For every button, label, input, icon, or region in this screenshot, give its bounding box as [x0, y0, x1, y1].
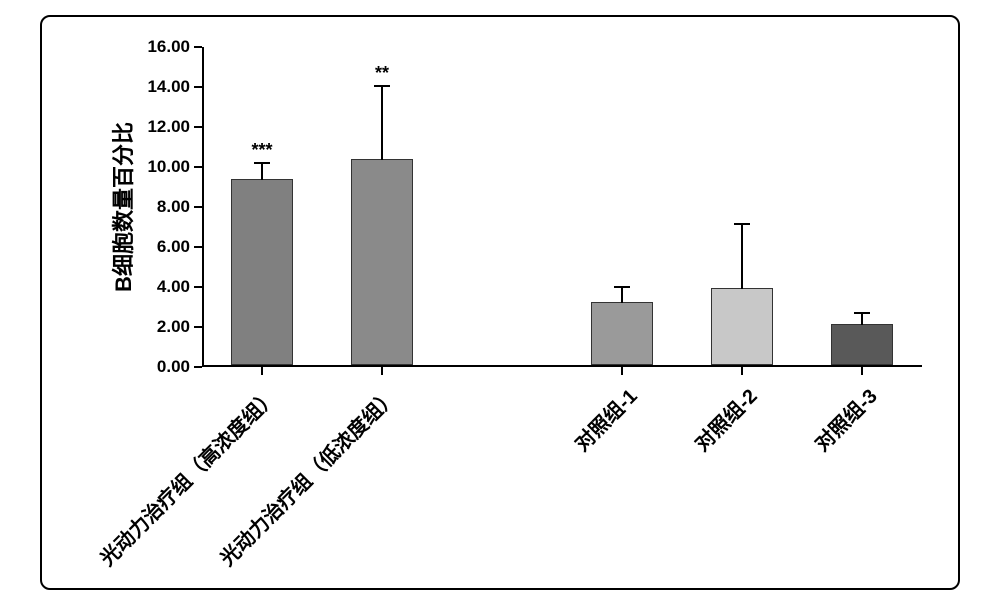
- bar-chart: B细胞数量百分比 0.002.004.006.008.0010.0012.001…: [42, 17, 958, 588]
- y-tick: [194, 86, 202, 88]
- error-cap: [854, 312, 870, 314]
- error-bar: [621, 287, 623, 303]
- y-tick-label: 14.00: [147, 77, 190, 97]
- error-cap: [254, 162, 270, 164]
- x-axis-line: [202, 365, 922, 367]
- y-tick-label: 8.00: [157, 197, 190, 217]
- y-tick: [194, 166, 202, 168]
- plot-area: 0.002.004.006.008.0010.0012.0014.0016.00…: [202, 47, 922, 367]
- y-tick: [194, 326, 202, 328]
- x-tick: [381, 367, 383, 375]
- y-tick-label: 2.00: [157, 317, 190, 337]
- bar: [231, 179, 293, 365]
- x-tick: [621, 367, 623, 375]
- bar: [351, 159, 413, 365]
- x-axis-label: 对照组-2: [687, 381, 763, 457]
- y-tick: [194, 286, 202, 288]
- error-bar: [861, 313, 863, 325]
- error-cap: [374, 85, 390, 87]
- y-axis-line: [202, 47, 204, 367]
- significance-label: **: [375, 63, 389, 84]
- error-bar: [381, 86, 383, 160]
- error-cap: [734, 223, 750, 225]
- bar: [831, 324, 893, 365]
- y-tick-label: 4.00: [157, 277, 190, 297]
- x-tick: [261, 367, 263, 375]
- y-tick-label: 10.00: [147, 157, 190, 177]
- y-tick-label: 0.00: [157, 357, 190, 377]
- x-tick: [741, 367, 743, 375]
- chart-frame: B细胞数量百分比 0.002.004.006.008.0010.0012.001…: [40, 15, 960, 590]
- y-tick: [194, 126, 202, 128]
- x-axis-label: 对照组-3: [807, 381, 883, 457]
- y-tick: [194, 46, 202, 48]
- error-bar: [741, 224, 743, 289]
- y-tick: [194, 366, 202, 368]
- x-axis-label: 对照组-1: [567, 381, 643, 457]
- error-bar: [261, 163, 263, 180]
- y-tick-label: 16.00: [147, 37, 190, 57]
- y-tick: [194, 246, 202, 248]
- bar: [711, 288, 773, 365]
- bar: [591, 302, 653, 365]
- significance-label: ***: [251, 140, 272, 161]
- y-tick: [194, 206, 202, 208]
- y-tick-label: 12.00: [147, 117, 190, 137]
- y-tick-label: 6.00: [157, 237, 190, 257]
- error-cap: [614, 286, 630, 288]
- y-axis-title: B细胞数量百分比: [106, 122, 138, 292]
- x-tick: [861, 367, 863, 375]
